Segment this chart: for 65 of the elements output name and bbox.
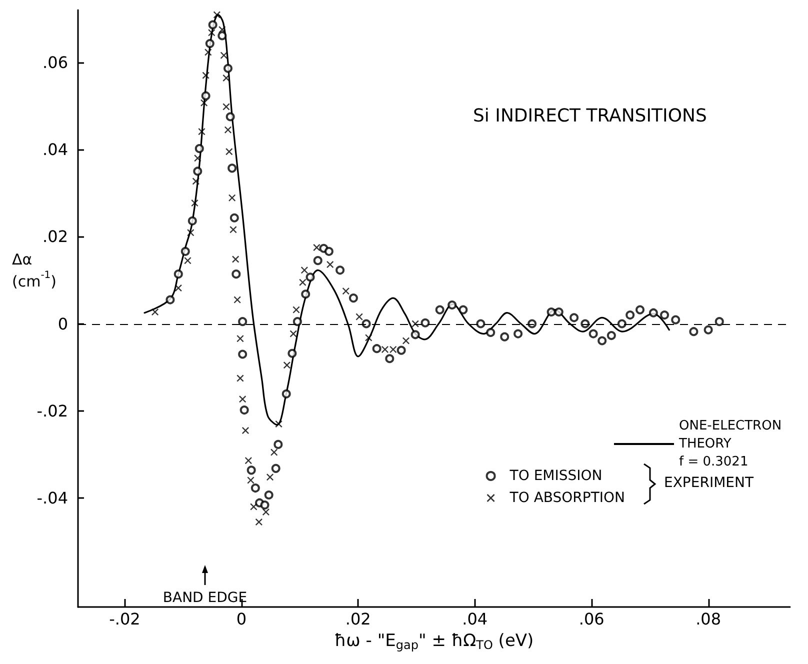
point <box>184 257 192 264</box>
point <box>262 508 270 516</box>
point <box>300 266 308 274</box>
point <box>402 337 410 344</box>
y-tick-label: .06 <box>42 52 68 72</box>
point <box>234 296 241 304</box>
point <box>198 128 206 136</box>
point <box>200 99 208 106</box>
point <box>356 313 363 320</box>
annotation: BAND EDGE <box>162 590 248 606</box>
point <box>194 154 202 162</box>
point <box>236 335 244 342</box>
point <box>187 229 194 236</box>
point <box>247 476 254 484</box>
y-tick-label: -.02 <box>36 401 68 420</box>
point <box>213 11 220 18</box>
point <box>381 346 388 353</box>
point <box>313 244 320 251</box>
point <box>192 178 200 185</box>
point <box>224 126 232 134</box>
point <box>266 474 274 481</box>
point <box>255 518 262 526</box>
point <box>242 427 249 434</box>
point <box>236 374 244 382</box>
point <box>239 396 246 403</box>
legend-title: EXPERIMENT <box>664 475 754 491</box>
point <box>208 29 216 36</box>
point <box>390 346 397 353</box>
x-tick-label: .08 <box>696 610 722 628</box>
point <box>250 503 258 510</box>
point <box>202 72 210 79</box>
point <box>283 362 290 369</box>
point <box>299 278 306 286</box>
point <box>222 103 230 110</box>
point <box>244 457 252 464</box>
x-tick-label: .04 <box>462 610 488 628</box>
point <box>342 288 350 295</box>
point <box>365 334 372 342</box>
text: Si INDIRECT TRANSITIONS <box>473 106 707 126</box>
point <box>232 256 240 263</box>
point <box>222 74 230 82</box>
x-tick-label: .06 <box>578 610 604 628</box>
y-tick-label: 0 <box>58 314 68 334</box>
point <box>191 200 198 207</box>
y-tick-label: .04 <box>42 140 68 159</box>
point <box>275 420 282 428</box>
point <box>152 308 159 316</box>
point <box>204 48 212 56</box>
point <box>226 148 233 156</box>
point <box>174 284 182 292</box>
x-tick-label: 0 <box>236 610 247 628</box>
point <box>290 330 297 338</box>
legend-label: TO ABSORPTION <box>508 490 626 506</box>
point <box>220 52 228 59</box>
y-tick-label: .02 <box>42 227 68 246</box>
x-tick-label: -.02 <box>109 610 140 628</box>
point <box>230 226 237 234</box>
x-tick-label: .02 <box>345 610 371 628</box>
legend-label: TO EMISSION <box>508 468 602 484</box>
legend-label: ONE-ELECTRON THEORY f = 0.3021 <box>678 418 782 470</box>
point <box>292 306 300 314</box>
point <box>270 448 278 456</box>
point <box>326 260 334 268</box>
y-tick-label: -.04 <box>36 488 68 508</box>
point <box>228 194 236 202</box>
